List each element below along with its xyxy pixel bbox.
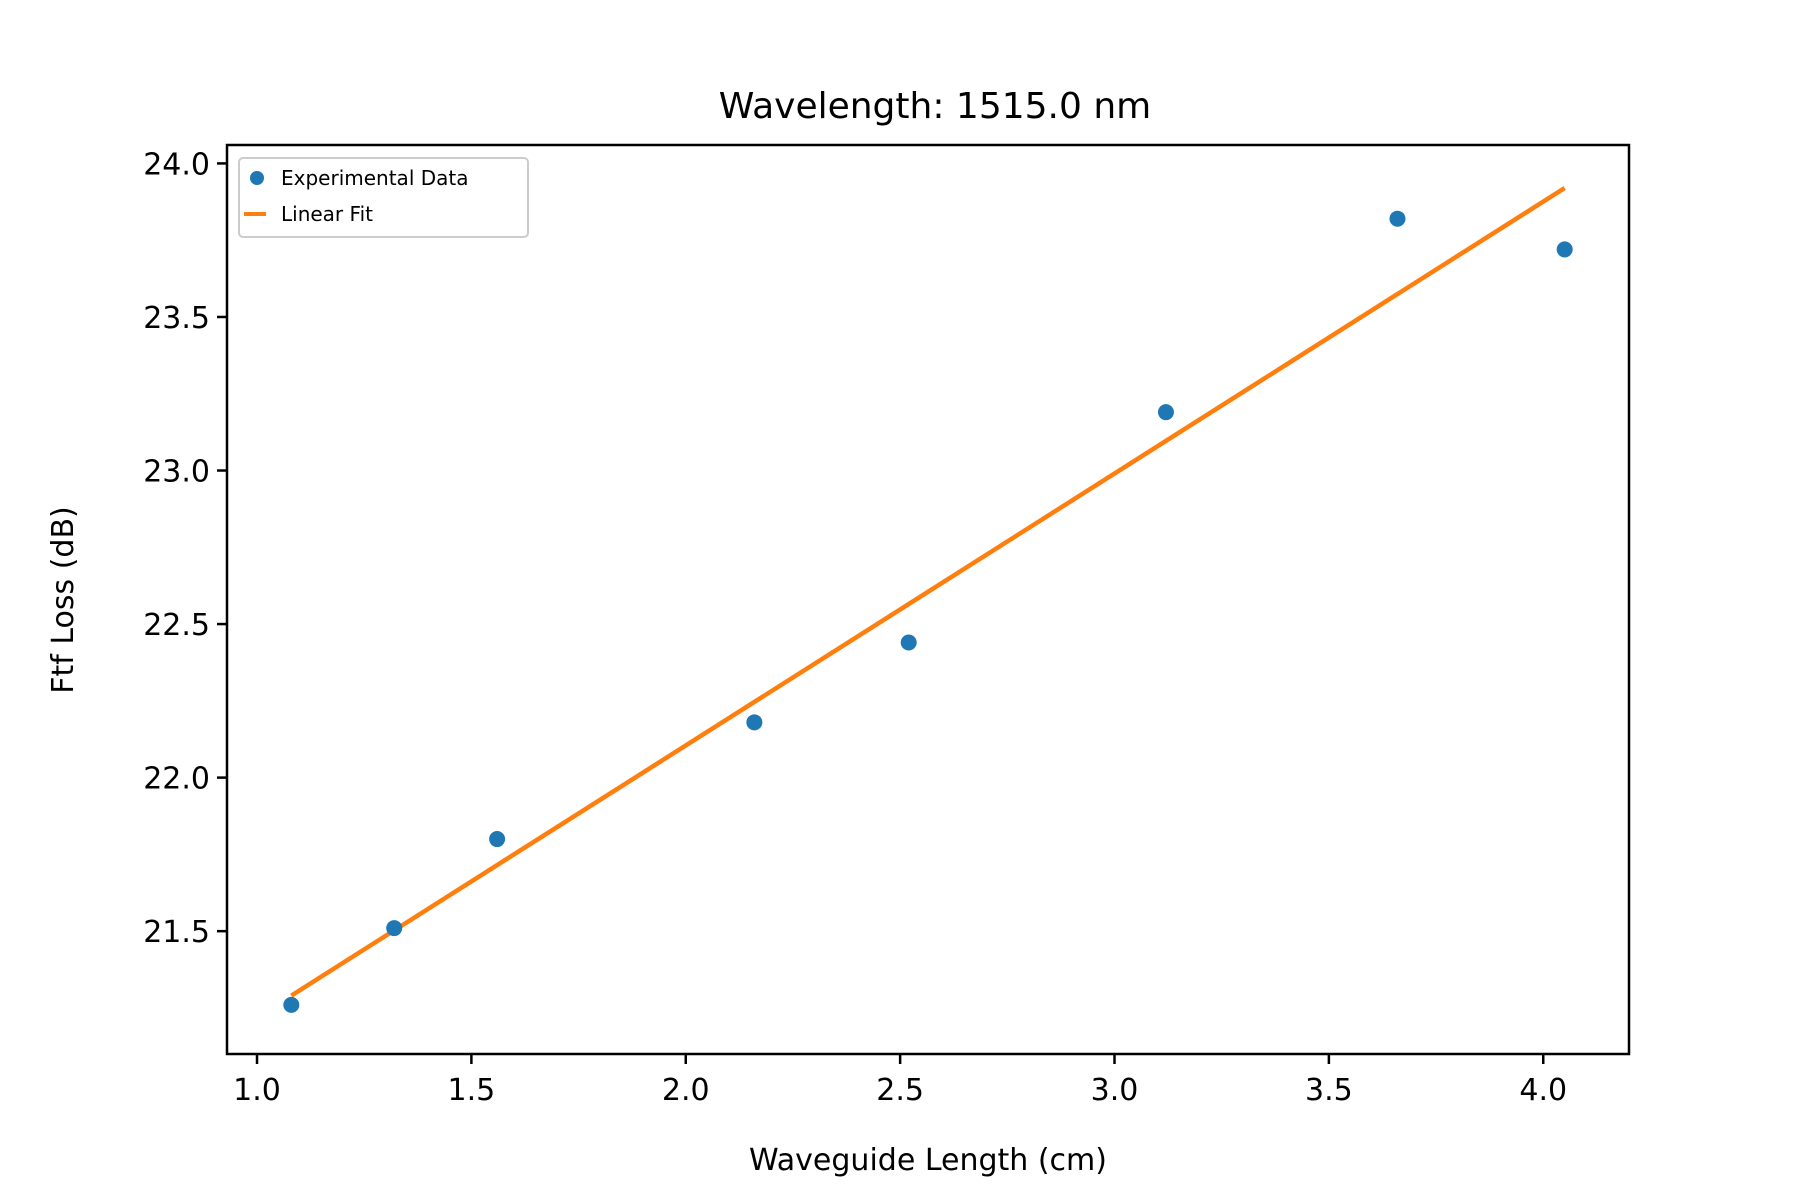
y-tick-label: 22.0 [143,762,210,797]
data-point [1157,404,1174,421]
legend-marker-experimental-data [250,171,264,185]
y-tick-label: 24.0 [143,147,210,182]
x-tick-label: 4.0 [1519,1073,1567,1108]
data-point [489,831,506,848]
y-axis-label: Ftf Loss (dB) [46,506,81,694]
data-point [900,634,917,651]
x-tick-label: 3.5 [1305,1073,1353,1108]
data-point [746,714,763,731]
chart-title: Wavelength: 1515.0 nm [719,86,1151,127]
legend-box [238,157,529,238]
x-tick-label: 2.0 [662,1073,710,1108]
y-tick-label: 22.5 [143,608,210,643]
data-point [1556,241,1573,258]
y-tick-label: 23.5 [143,301,210,336]
legend-label-experimental-data: Experimental Data [281,166,468,190]
legend: Experimental Data Linear Fit [238,157,529,238]
x-axis-ticks: 1.0 1.5 2.0 2.5 3.0 3.5 4.0 [233,1054,1567,1108]
plot-frame [225,143,1631,1056]
plot-content [283,186,1573,1013]
y-axis-ticks: 21.5 22.0 22.5 23.0 23.5 24.0 [143,147,227,950]
x-tick-label: 3.0 [1091,1073,1139,1108]
data-point [386,920,403,937]
x-axis-label: Waveguide Length (cm) [749,1143,1107,1178]
x-tick-label: 1.5 [448,1073,496,1108]
x-tick-label: 2.5 [876,1073,924,1108]
linear-fit-line [290,186,1566,998]
legend-label-linear-fit: Linear Fit [281,202,373,226]
data-point [283,996,300,1013]
data-point [1389,210,1406,227]
y-tick-label: 21.5 [143,915,210,950]
x-tick-label: 1.0 [233,1073,281,1108]
y-tick-label: 23.0 [143,455,210,490]
